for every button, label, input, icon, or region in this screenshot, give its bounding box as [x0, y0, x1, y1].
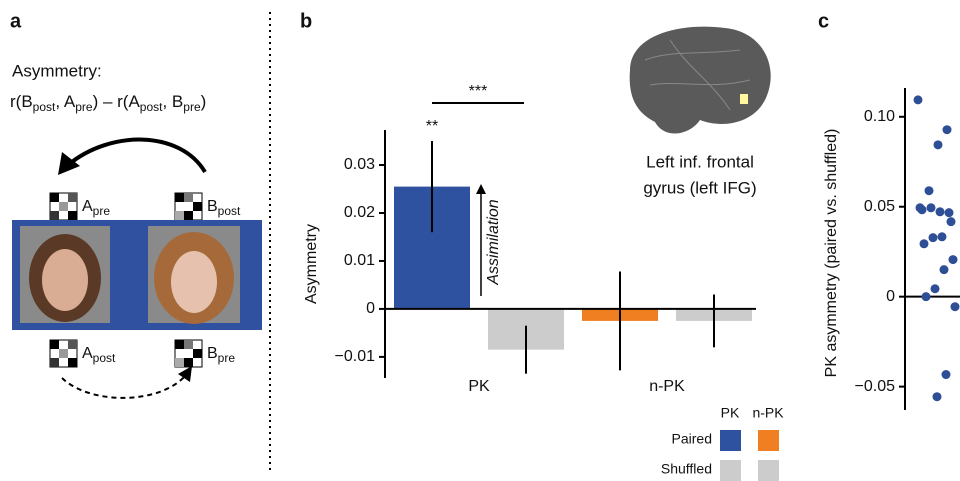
label-sub: pre	[218, 351, 236, 365]
formula-part: , A	[55, 92, 76, 111]
point	[920, 239, 929, 248]
point	[934, 140, 943, 149]
arrowhead	[476, 184, 486, 194]
label: B	[207, 198, 218, 215]
formula-part: )	[201, 92, 207, 111]
formula-sub: pre	[75, 100, 93, 114]
significance: **	[426, 118, 438, 135]
y-tick-label: −0.05	[855, 378, 896, 395]
legend-swatch	[758, 460, 779, 481]
point	[949, 255, 958, 264]
point	[945, 208, 954, 217]
point	[931, 284, 940, 293]
point	[951, 302, 960, 311]
legend-header: PK	[721, 405, 740, 421]
y-tick-label: 0.01	[344, 252, 375, 269]
label-sub: post	[93, 351, 116, 365]
point	[936, 207, 945, 216]
formula-part: r(B	[10, 92, 33, 111]
formula: r(Bpost, Apre) – r(Apost, Bpre)	[10, 92, 206, 114]
y-tick-label: −0.01	[335, 348, 376, 365]
point	[929, 233, 938, 242]
figure: a Asymmetry: r(Bpost, Apre) – r(Apost, B…	[0, 0, 960, 481]
formula-sub: pre	[183, 100, 201, 114]
significance: ***	[469, 83, 488, 100]
face-label: Apre	[82, 198, 110, 218]
point	[940, 265, 949, 274]
formula-sub: post	[33, 100, 56, 114]
point	[938, 232, 947, 241]
y-tick-label: 0.10	[864, 108, 895, 125]
point	[943, 125, 952, 134]
arrow-label: Assimilation	[485, 199, 502, 285]
formula-sub: post	[140, 100, 163, 114]
arrowhead	[58, 152, 80, 175]
point	[933, 392, 942, 401]
point	[925, 186, 934, 195]
brain-image	[630, 27, 771, 134]
dashed-arrow	[62, 375, 186, 398]
face-label: Bpre	[207, 345, 235, 365]
legend-header: n-PK	[752, 405, 784, 421]
page: a Asymmetry: r(Bpost, Apre) – r(Apost, B…	[0, 0, 960, 481]
y-axis-label: Asymmetry	[303, 224, 320, 304]
arrow	[68, 140, 205, 172]
face-label: Bpost	[207, 198, 241, 218]
y-tick-label: 0.02	[344, 204, 375, 221]
legend-swatch	[720, 460, 741, 481]
region-label: gyrus (left IFG)	[643, 178, 756, 197]
formula-part: ) – r(A	[93, 92, 141, 111]
point	[914, 95, 923, 104]
panel-letter: b	[300, 10, 312, 32]
point	[922, 292, 931, 301]
y-tick-label: 0.05	[864, 198, 895, 215]
face-label: Apost	[82, 345, 116, 365]
label: A	[82, 198, 93, 215]
legend-label: Shuffled	[661, 461, 712, 477]
heading: Asymmetry:	[12, 61, 102, 80]
point	[918, 205, 927, 214]
legend-label: Paired	[672, 431, 712, 447]
point	[947, 217, 956, 226]
point	[942, 370, 951, 379]
region-label: Left inf. frontal	[646, 152, 754, 171]
y-tick-label: 0.03	[344, 156, 375, 173]
x-tick-label: n-PK	[649, 378, 685, 395]
legend-swatch	[720, 430, 741, 451]
point	[927, 203, 936, 212]
label-sub: post	[218, 204, 241, 218]
label-sub: pre	[93, 204, 111, 218]
y-tick-label: 0	[366, 300, 375, 317]
formula-part: , B	[162, 92, 183, 111]
panel-letter: c	[818, 10, 829, 32]
x-tick-label: PK	[468, 378, 490, 395]
y-axis-label: PK asymmetry (paired vs. shuffled)	[823, 129, 840, 378]
label: B	[207, 345, 218, 362]
y-tick-label: 0	[886, 288, 895, 305]
legend-swatch	[758, 430, 779, 451]
panel-letter: a	[10, 10, 22, 32]
label: A	[82, 345, 93, 362]
